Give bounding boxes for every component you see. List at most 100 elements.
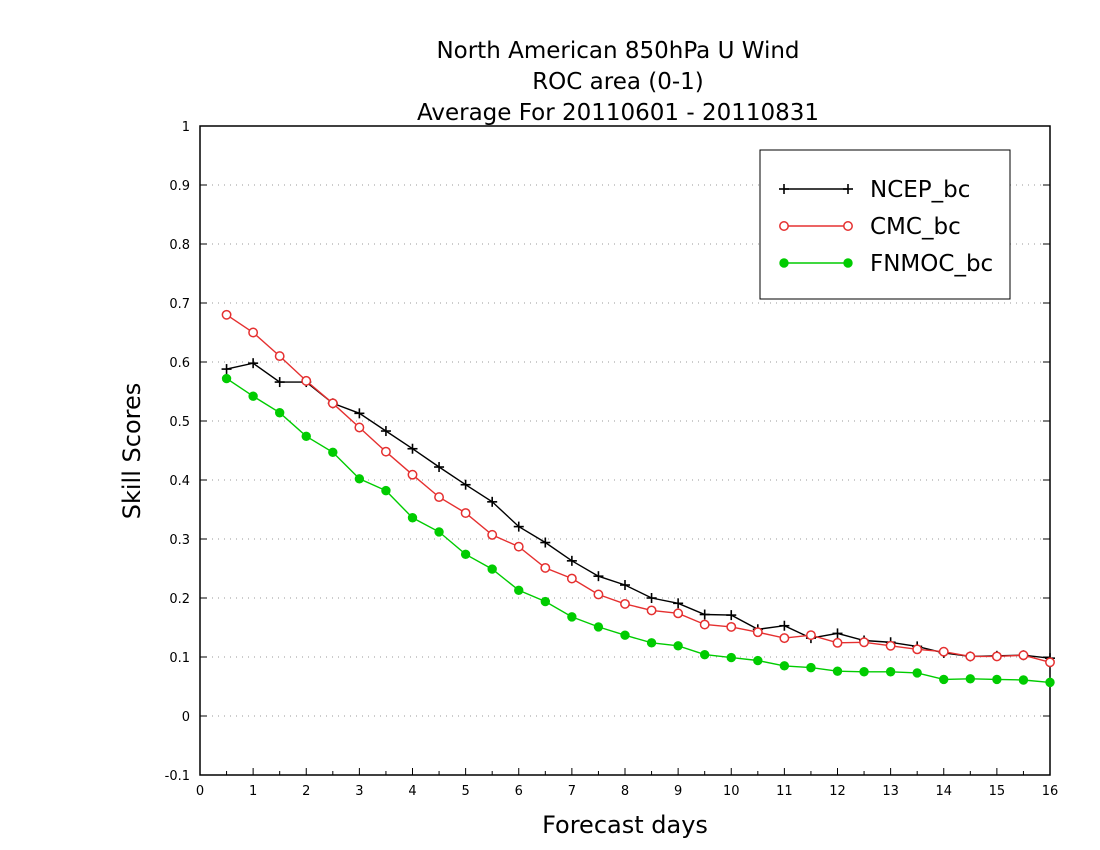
x-tick-label: 4 [408, 784, 416, 799]
data-point [843, 184, 853, 194]
series-cmc-bc [221, 309, 1055, 668]
data-point [832, 666, 843, 676]
x-tick-label: 1 [249, 784, 257, 799]
data-point [991, 651, 1002, 662]
data-point [673, 641, 683, 651]
data-point [540, 562, 551, 573]
data-point [673, 598, 684, 609]
data-point [221, 364, 232, 375]
data-point [566, 573, 577, 584]
data-point [646, 638, 657, 648]
data-point [274, 408, 285, 418]
y-tick-label: 0.1 [169, 651, 190, 666]
x-tick-label: 15 [989, 784, 1006, 799]
data-point [381, 485, 391, 496]
data-point [354, 474, 365, 484]
y-tick-label: 0.6 [169, 356, 190, 371]
y-tick-label: -0.1 [165, 769, 190, 784]
data-point [699, 619, 710, 630]
data-point [843, 221, 853, 231]
x-tick-label: 0 [196, 784, 204, 799]
data-point [1018, 675, 1029, 685]
data-point [301, 431, 311, 442]
data-point [752, 627, 763, 638]
data-point [567, 612, 577, 622]
series-line [226, 314, 1051, 663]
data-point [779, 221, 789, 231]
data-point [859, 637, 870, 648]
data-point [779, 258, 789, 268]
data-point [646, 605, 657, 616]
data-point [248, 327, 259, 338]
data-point [407, 513, 418, 523]
chart-title-line: North American 850hPa U Wind [436, 38, 799, 64]
data-point [354, 422, 365, 433]
x-tick-label: 16 [1042, 784, 1059, 799]
data-point [885, 667, 896, 677]
series-fnmoc-bc [221, 373, 1055, 688]
legend-label: FNMOC_bc [870, 251, 993, 277]
data-point [779, 184, 789, 194]
x-tick-label: 14 [935, 784, 952, 799]
chart-title-line: Average For 20110601 - 20110831 [417, 100, 819, 126]
chart-title-line: ROC area (0-1) [532, 69, 704, 95]
data-point [513, 541, 524, 552]
data-point [726, 621, 737, 632]
data-point [1045, 657, 1055, 668]
x-tick-label: 10 [723, 784, 740, 799]
data-point [965, 674, 976, 684]
data-point [992, 674, 1002, 685]
data-point [487, 496, 498, 507]
legend: NCEP_bc CMC_bc FNMOC_bc [759, 149, 1011, 300]
x-tick-label: 12 [829, 784, 846, 799]
y-tick-label: 0 [182, 710, 190, 725]
data-point [726, 652, 736, 663]
data-point [460, 479, 471, 490]
x-tick-label: 8 [621, 784, 629, 799]
data-point [513, 521, 524, 532]
data-point [434, 527, 444, 537]
data-point [593, 571, 604, 582]
x-axis-label: Forecast days [542, 811, 708, 839]
data-point [487, 564, 497, 574]
data-point [380, 426, 391, 437]
data-point [939, 674, 949, 685]
data-point [434, 462, 445, 473]
data-point [487, 529, 498, 540]
axis-ticks: -0.100.10.20.30.40.50.60.70.80.910 1 2 3 4 5 6… [165, 120, 1059, 799]
data-point [779, 661, 790, 671]
data-point [912, 644, 923, 655]
y-tick-label: 1 [182, 120, 190, 135]
data-point [274, 377, 285, 388]
data-point [965, 651, 976, 662]
legend-item: CMC_bc [779, 214, 961, 240]
data-point [832, 637, 843, 648]
data-point [328, 447, 338, 457]
series-ncep-bc [221, 358, 1055, 664]
data-point [514, 585, 524, 596]
y-tick-label: 0.8 [169, 238, 190, 253]
data-point [912, 668, 922, 678]
x-tick-label: 5 [461, 784, 469, 799]
series-lines [221, 309, 1055, 688]
legend-item: NCEP_bc [779, 177, 970, 203]
data-point [779, 633, 790, 644]
data-point [593, 589, 604, 600]
data-point [805, 630, 816, 641]
series-line [226, 377, 1051, 684]
legend-label: CMC_bc [870, 214, 961, 240]
data-point [673, 608, 684, 619]
y-tick-label: 0.4 [169, 474, 190, 489]
data-point [593, 622, 604, 632]
data-point [248, 358, 259, 369]
x-tick-label: 9 [674, 784, 682, 799]
x-tick-label: 6 [515, 784, 523, 799]
data-point [938, 646, 949, 657]
data-point [832, 628, 843, 639]
data-point [699, 609, 710, 620]
y-tick-label: 0.5 [169, 415, 190, 430]
data-point [434, 492, 445, 503]
data-point [354, 408, 365, 419]
data-point [407, 469, 418, 480]
data-point [460, 508, 471, 518]
